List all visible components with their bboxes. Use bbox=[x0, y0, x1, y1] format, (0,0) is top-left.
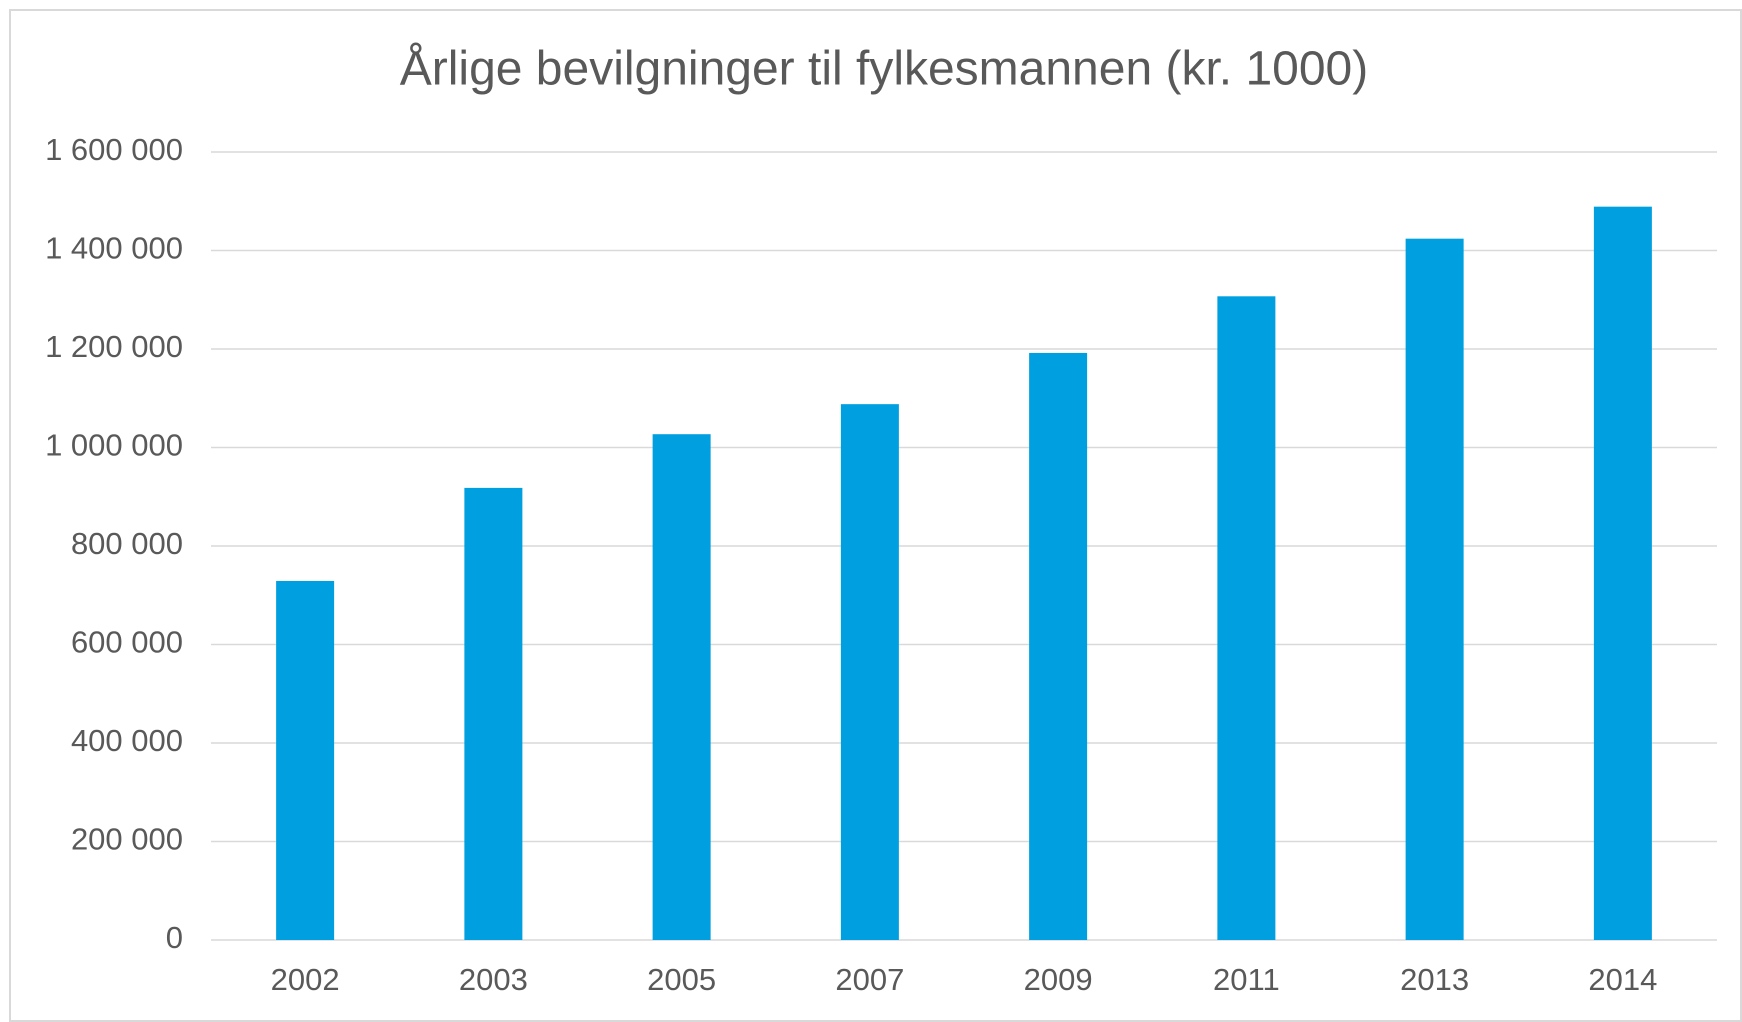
y-tick-label: 400 000 bbox=[71, 723, 183, 758]
bar bbox=[1593, 206, 1652, 941]
x-tick-label: 2007 bbox=[835, 962, 904, 997]
x-tick-label: 2009 bbox=[1024, 962, 1093, 997]
x-tick-label: 2011 bbox=[1213, 962, 1280, 997]
y-tick-label: 1 400 000 bbox=[45, 231, 183, 266]
bar bbox=[464, 487, 523, 940]
bar bbox=[1217, 296, 1276, 940]
y-tick-label: 1 200 000 bbox=[45, 329, 183, 364]
y-tick-label: 0 bbox=[166, 920, 183, 955]
y-tick-label: 1 000 000 bbox=[45, 428, 183, 463]
bar bbox=[276, 580, 335, 940]
x-tick-label: 2005 bbox=[647, 962, 716, 997]
x-tick-label: 2014 bbox=[1588, 962, 1657, 997]
y-tick-label: 200 000 bbox=[71, 822, 183, 857]
bar bbox=[652, 434, 711, 940]
y-tick-label: 800 000 bbox=[71, 526, 183, 561]
chart-title: Årlige bevilgninger til fylkesmannen (kr… bbox=[400, 43, 1368, 96]
bar bbox=[840, 404, 899, 940]
x-tick-label: 2013 bbox=[1400, 962, 1469, 997]
y-tick-label: 600 000 bbox=[71, 625, 183, 660]
y-tick-label: 1 600 000 bbox=[45, 132, 183, 167]
bar bbox=[1029, 352, 1088, 940]
x-tick-label: 2003 bbox=[459, 962, 528, 997]
bar bbox=[1405, 238, 1464, 940]
x-tick-label: 2002 bbox=[271, 962, 340, 997]
